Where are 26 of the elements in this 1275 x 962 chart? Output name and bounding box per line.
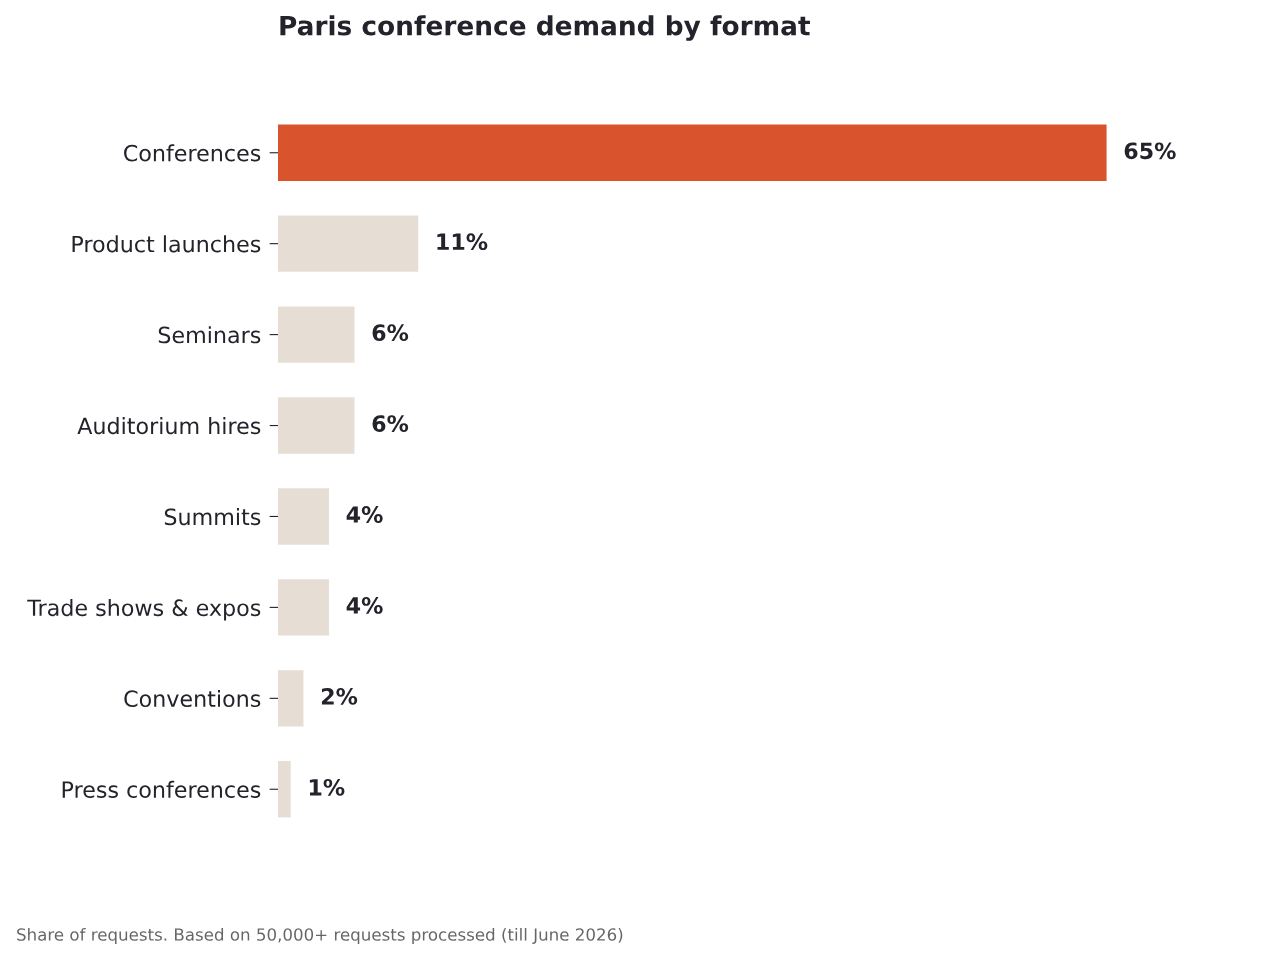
y-tick-label: Conventions [124, 689, 261, 708]
bar [278, 488, 329, 545]
data-label: 4% [346, 597, 383, 614]
bar [278, 306, 355, 363]
data-label: 65% [1124, 142, 1176, 160]
y-tick-label: Summits [164, 508, 261, 526]
bar [278, 397, 355, 454]
y-tick-label: Trade shows & expos [27, 598, 261, 621]
y-tick-label: Press conferences [62, 780, 261, 799]
y-tick-label: Seminars [158, 326, 261, 344]
data-label: 4% [346, 506, 383, 523]
bar [278, 761, 291, 818]
data-label: 6% [372, 415, 409, 432]
bar [278, 579, 329, 636]
chart-title: Paris conference demand by format [280, 15, 810, 41]
y-tick-label: Conferences [124, 144, 261, 162]
data-label: 2% [321, 687, 358, 705]
y-tick-label: Auditorium hires [77, 417, 261, 435]
bar [278, 215, 419, 272]
y-tick-label: Product launches [72, 235, 261, 253]
bar [278, 124, 1107, 181]
data-label: 1% [309, 778, 345, 796]
data-label: 6% [372, 324, 409, 342]
data-label: 11% [437, 233, 488, 251]
text: Share of requests. Based on 50,000+ requests processed (till June 2026) [17, 927, 623, 945]
bar [278, 670, 304, 727]
